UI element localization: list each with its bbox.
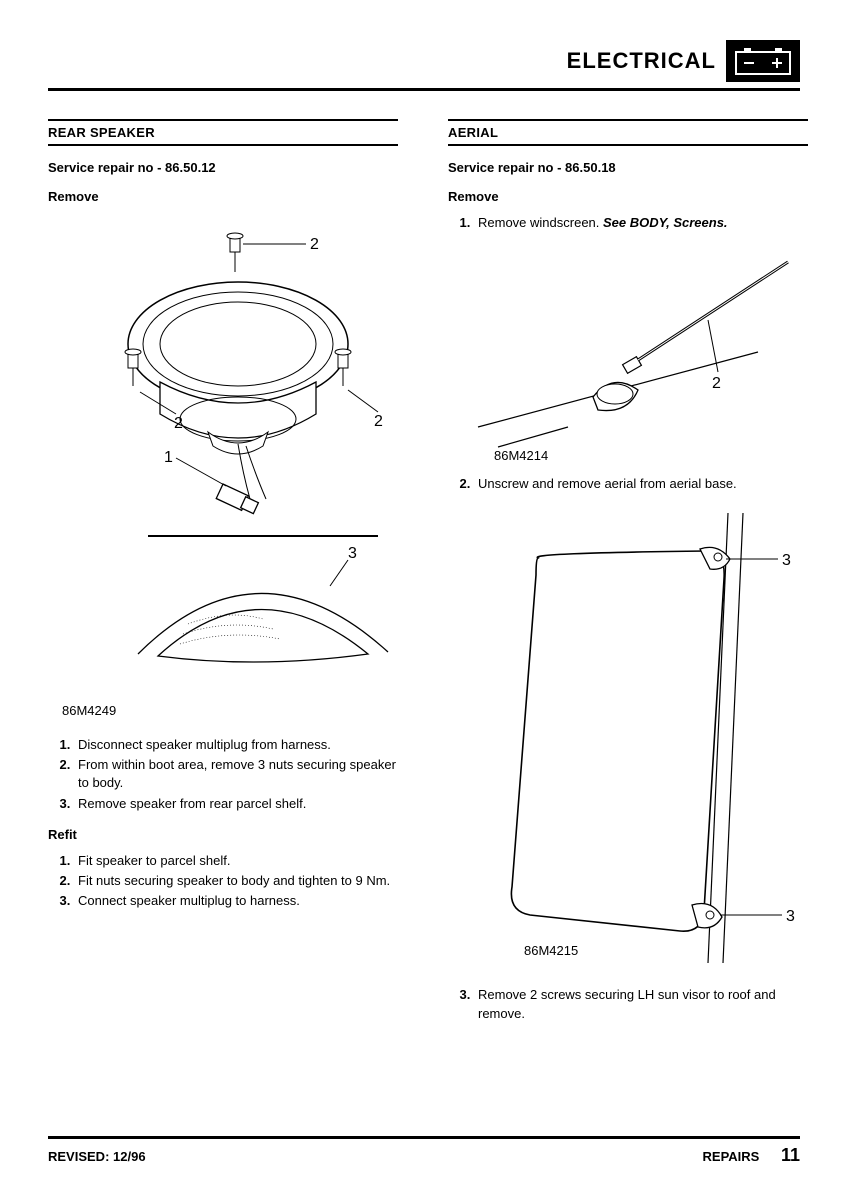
page-header: ELECTRICAL — [48, 40, 800, 82]
left-refit-heading: Refit — [48, 827, 398, 842]
right-section-title: AERIAL — [448, 121, 808, 144]
right-service-no: Service repair no - 86.50.18 — [448, 160, 808, 175]
page-footer: REVISED: 12/96 REPAIRS 11 — [48, 1136, 800, 1166]
left-refit-steps: Fit speaker to parcel shelf. Fit nuts se… — [48, 852, 398, 911]
left-refit-step-1: Fit speaker to parcel shelf. — [74, 852, 398, 870]
callout-2c: 2 — [374, 413, 383, 430]
battery-icon — [726, 40, 800, 82]
header-rule — [48, 88, 800, 91]
content-area: REAR SPEAKER Service repair no - 86.50.1… — [48, 119, 800, 1033]
right-column: AERIAL Service repair no - 86.50.18 Remo… — [448, 119, 808, 1033]
footer-section: REPAIRS — [703, 1149, 760, 1164]
fig2-ref: 86M4214 — [494, 448, 548, 462]
right-section-rule-bottom — [448, 144, 808, 146]
visor-callout-3a: 3 — [782, 552, 791, 569]
left-remove-step-2: From within boot area, remove 3 nuts sec… — [74, 756, 398, 792]
left-section-title: REAR SPEAKER — [48, 121, 398, 144]
left-remove-heading: Remove — [48, 189, 398, 204]
visor-diagram: 3 3 86M4215 — [448, 503, 808, 976]
right-remove-step-1: Remove windscreen. See BODY, Screens. — [474, 214, 808, 232]
fig1-ref: 86M4249 — [62, 703, 398, 718]
left-remove-step-3: Remove speaker from rear parcel shelf. — [74, 795, 398, 813]
callout-3: 3 — [348, 545, 357, 562]
left-section-rule-bottom — [48, 144, 398, 146]
left-refit-step-3: Connect speaker multiplug to harness. — [74, 892, 398, 910]
right-remove-heading: Remove — [448, 189, 808, 204]
left-column: REAR SPEAKER Service repair no - 86.50.1… — [48, 119, 398, 1033]
callout-1: 1 — [164, 449, 173, 466]
step1-xref: See BODY, Screens. — [603, 215, 728, 230]
step1-text: Remove windscreen. — [478, 215, 603, 230]
aerial-diagram: 2 86M4214 — [448, 242, 808, 465]
header-title: ELECTRICAL — [567, 48, 716, 74]
right-remove-step-2: Unscrew and remove aerial from aerial ba… — [474, 475, 808, 493]
left-service-no: Service repair no - 86.50.12 — [48, 160, 398, 175]
right-remove-step2-list: Unscrew and remove aerial from aerial ba… — [448, 475, 808, 493]
right-remove-step-3: Remove 2 screws securing LH sun visor to… — [474, 986, 808, 1022]
page-number: 11 — [781, 1145, 800, 1165]
right-remove-step1-list: Remove windscreen. See BODY, Screens. — [448, 214, 808, 232]
left-refit-step-2: Fit nuts securing speaker to body and ti… — [74, 872, 398, 890]
right-remove-step3-list: Remove 2 screws securing LH sun visor to… — [448, 986, 808, 1022]
callout-2a: 2 — [310, 236, 319, 253]
footer-revised: REVISED: 12/96 — [48, 1149, 146, 1164]
left-remove-steps: Disconnect speaker multiplug from harnes… — [48, 736, 398, 813]
left-remove-step-1: Disconnect speaker multiplug from harnes… — [74, 736, 398, 754]
callout-2b: 2 — [174, 415, 183, 432]
fig3-ref: 86M4215 — [524, 943, 578, 958]
aerial-callout-2: 2 — [712, 375, 721, 392]
footer-rule — [48, 1136, 800, 1139]
speaker-diagram: 2 2 2 1 3 — [48, 214, 398, 697]
visor-callout-3b: 3 — [786, 908, 795, 925]
